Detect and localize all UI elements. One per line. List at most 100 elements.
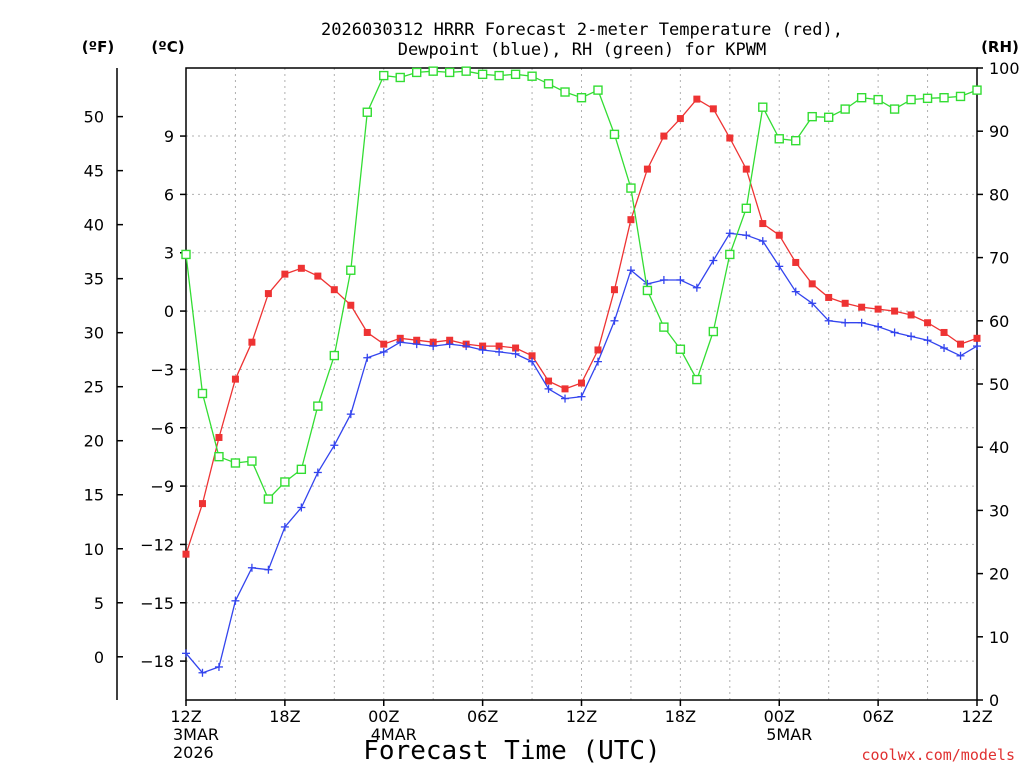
temperature-point xyxy=(808,280,816,288)
dewpoint-point xyxy=(511,349,520,358)
rh-point xyxy=(823,112,834,122)
fahrenheit-tick-label: 20 xyxy=(84,432,104,451)
fahrenheit-tick-label: 10 xyxy=(84,540,104,559)
dewpoint-point xyxy=(429,342,438,351)
rh-point xyxy=(247,456,257,466)
temperature-point xyxy=(841,299,849,307)
temperature-point xyxy=(594,346,602,354)
dewpoint-point xyxy=(841,318,850,327)
temperature-point xyxy=(297,264,305,272)
rh-point xyxy=(626,183,636,193)
dewpoint-point xyxy=(495,347,504,356)
temperature-point xyxy=(314,272,322,280)
temperature-point xyxy=(198,500,206,508)
dewpoint-point xyxy=(478,345,487,354)
x-tick-date-label: 3MAR xyxy=(173,725,219,744)
celsius-tick-label: 3 xyxy=(164,244,174,263)
rh-point xyxy=(807,111,817,122)
rh-point xyxy=(593,85,603,95)
temperature-point xyxy=(363,328,371,336)
dewpoint-point xyxy=(626,266,635,275)
rh-point xyxy=(856,93,867,103)
x-tick-label: 00Z xyxy=(764,707,795,726)
x-tick-label: 18Z xyxy=(269,707,300,726)
dewpoint-point xyxy=(412,340,421,349)
temperature-point xyxy=(495,342,503,350)
rh-point xyxy=(758,102,768,112)
x-tick-date-label: 5MAR xyxy=(766,725,812,744)
celsius-tick-label: −6 xyxy=(150,419,174,438)
temperature-point xyxy=(759,220,767,228)
fahrenheit-unit-label: (ºF) xyxy=(82,38,114,56)
celsius-tick-label: −12 xyxy=(140,535,174,554)
rh-point xyxy=(659,322,669,332)
rh-point xyxy=(774,134,784,144)
rh-point xyxy=(609,129,620,140)
temperature-point xyxy=(281,270,289,278)
dewpoint-point xyxy=(462,342,471,351)
dewpoint-point xyxy=(544,384,553,393)
rh-point xyxy=(461,66,471,76)
celsius-tick-label: −18 xyxy=(140,652,174,671)
temperature-point xyxy=(215,433,223,441)
temperature-point xyxy=(693,95,701,103)
dewpoint-point xyxy=(264,565,273,574)
temperature-point xyxy=(264,290,272,298)
rh-point xyxy=(527,71,537,81)
temperature-point xyxy=(380,340,388,348)
chart-title-line1: 2026030312 HRRR Forecast 2-meter Tempera… xyxy=(321,20,843,40)
dewpoint-point xyxy=(363,353,372,362)
temperature-point xyxy=(891,307,899,315)
rh-point xyxy=(922,93,933,104)
rh-point xyxy=(444,67,455,78)
temperature-point xyxy=(512,344,520,352)
temperature-point xyxy=(742,165,750,173)
dewpoint-point xyxy=(857,318,866,327)
dewpoint-point xyxy=(577,392,586,401)
dewpoint-point xyxy=(610,316,619,325)
dewpoint-point xyxy=(182,649,190,658)
temperature-point xyxy=(858,303,866,311)
rh-point xyxy=(362,107,372,117)
rh-tick-label: 80 xyxy=(989,185,1009,204)
rh-point xyxy=(791,135,801,146)
rh-tick-label: 10 xyxy=(989,628,1009,647)
rh-point xyxy=(741,203,751,214)
x-tick-label: 06Z xyxy=(467,707,498,726)
dewpoint-point xyxy=(923,336,932,345)
temperature-point xyxy=(792,258,800,266)
temperature-point xyxy=(231,375,239,383)
temperature-point xyxy=(660,132,668,140)
temperature-point xyxy=(545,377,553,385)
rh-point xyxy=(560,87,570,97)
rh-point xyxy=(642,285,653,296)
temperature-point xyxy=(907,311,915,319)
rh-point xyxy=(576,93,587,103)
celsius-unit-label: (ºC) xyxy=(151,38,184,56)
rh-point xyxy=(313,401,323,411)
x-tick-label: 12Z xyxy=(170,707,201,726)
fahrenheit-tick-label: 15 xyxy=(84,486,104,505)
temperature-point xyxy=(330,286,338,294)
fahrenheit-tick-label: 35 xyxy=(84,270,104,289)
rh-tick-label: 70 xyxy=(989,249,1009,268)
x-tick-label: 18Z xyxy=(665,707,696,726)
celsius-tick-label: 0 xyxy=(164,302,174,321)
temperature-point xyxy=(676,115,684,123)
rh-point xyxy=(543,79,554,89)
rh-point xyxy=(889,104,900,114)
temperature-point xyxy=(182,550,190,558)
temperature-point xyxy=(726,134,734,142)
rh-tick-label: 20 xyxy=(989,565,1009,584)
temperature-point xyxy=(957,340,965,348)
dewpoint-point xyxy=(313,468,322,477)
dewpoint-point xyxy=(791,287,800,296)
rh-point xyxy=(708,326,719,337)
dewpoint-point xyxy=(280,522,289,531)
rh-point xyxy=(675,344,686,354)
dewpoint-point xyxy=(808,299,817,308)
rh-tick-label: 0 xyxy=(989,691,999,710)
dewpoint-point xyxy=(742,231,751,240)
dewpoint-point xyxy=(297,503,306,512)
